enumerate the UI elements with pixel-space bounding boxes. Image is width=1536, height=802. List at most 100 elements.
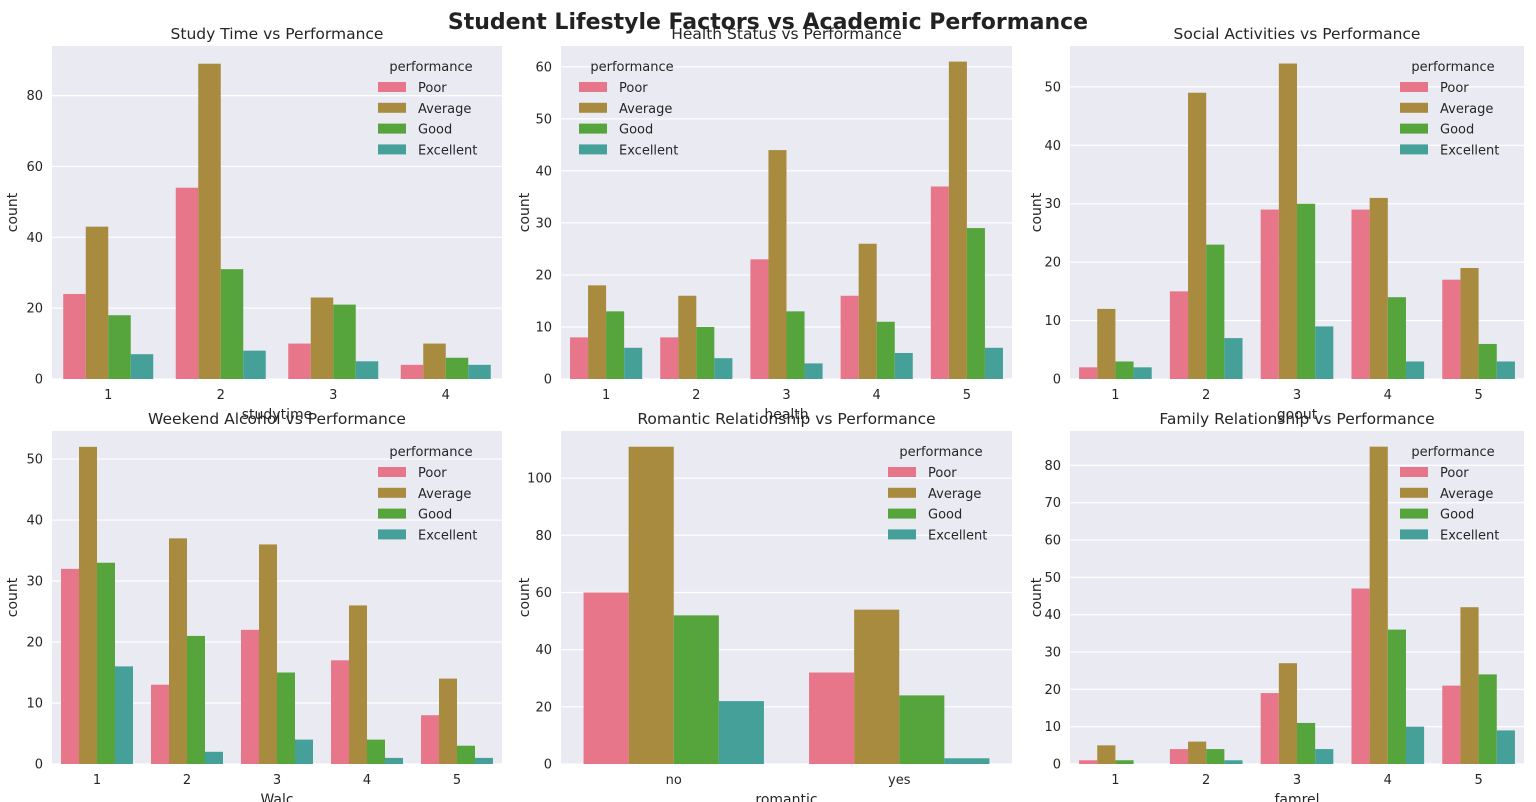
bar-poor-1 xyxy=(570,337,589,379)
legend-swatch-good xyxy=(579,123,607,134)
legend-swatch-excellent xyxy=(378,144,406,155)
bar-good-4 xyxy=(445,357,469,379)
chart-weekend-alcohol: 0 10 20 30 40 50 1 2 3 4 5 Walc count Weekend Alcohol… xyxy=(5,410,502,802)
bar-good-2 xyxy=(187,635,205,764)
bar-excellent-5 xyxy=(475,757,493,764)
y-tick-label: 20 xyxy=(535,268,552,283)
bar-poor-5 xyxy=(1442,685,1461,764)
y-tick-label: 0 xyxy=(1053,758,1061,773)
legend: performance Poor Average Good Excellent xyxy=(579,60,678,158)
bar-excellent-3 xyxy=(295,739,313,764)
x-tick-label: 1 xyxy=(1111,773,1119,788)
legend-swatch-poor xyxy=(888,467,916,477)
bar-poor-3 xyxy=(241,629,259,764)
x-tick-label: 1 xyxy=(104,388,112,403)
bar-average-1 xyxy=(85,226,109,379)
bar-excellent-2 xyxy=(243,350,266,379)
bar-average-3 xyxy=(768,150,787,379)
x-tick-label: 4 xyxy=(363,773,371,788)
y-tick-label: 80 xyxy=(26,89,43,104)
legend-swatch-excellent xyxy=(1400,529,1428,540)
bar-excellent-3 xyxy=(1315,326,1334,379)
bar-good-no xyxy=(673,615,719,764)
bar-average-4 xyxy=(858,243,877,379)
x-axis-label: goout xyxy=(1277,407,1318,423)
y-tick-label: 0 xyxy=(544,373,552,388)
bar-average-2 xyxy=(1188,741,1207,764)
legend-entry-poor: Poor xyxy=(418,81,447,96)
bar-average-2 xyxy=(678,295,697,379)
bar-excellent-4 xyxy=(385,757,403,764)
x-tick-label: 2 xyxy=(1202,388,1210,403)
legend-swatch-good xyxy=(1400,508,1428,519)
chart-romantic-relationship: 0 20 40 60 80 100 no yes romantic count Romantic R… xyxy=(517,410,1012,802)
bar-excellent-5 xyxy=(984,347,1003,379)
bar-poor-4 xyxy=(1351,588,1370,764)
legend-entry-average: Average xyxy=(418,487,471,502)
legend-swatch-poor xyxy=(378,467,406,477)
legend-entry-poor: Poor xyxy=(619,81,648,96)
bar-average-5 xyxy=(1460,607,1479,764)
bar-good-1 xyxy=(606,311,625,379)
bar-poor-3 xyxy=(750,259,769,379)
legend-entry-poor: Poor xyxy=(1440,81,1469,96)
y-tick-label: 40 xyxy=(26,231,43,246)
legend-title: performance xyxy=(590,60,673,75)
y-tick-label: 30 xyxy=(535,216,552,231)
bar-poor-2 xyxy=(1169,291,1189,379)
legend: performance Poor Average Good Excellent xyxy=(378,60,477,158)
bar-average-4 xyxy=(1369,446,1388,764)
bar-excellent-3 xyxy=(1315,749,1334,764)
legend-swatch-average xyxy=(378,102,406,113)
bar-excellent-yes xyxy=(944,758,990,764)
x-tick-label: 2 xyxy=(692,388,700,403)
y-tick-label: 80 xyxy=(535,529,552,544)
bar-average-yes xyxy=(854,609,900,764)
x-tick-label: 4 xyxy=(1384,773,1392,788)
bar-excellent-2 xyxy=(714,358,733,379)
chart-health-status: 0 10 20 30 40 50 60 1 2 3 4 5 health count Health Stat… xyxy=(517,25,1012,423)
legend-entry-average: Average xyxy=(1440,102,1493,117)
panel-title: Study Time vs Performance xyxy=(171,25,384,43)
bar-average-1 xyxy=(588,285,607,379)
bar-average-2 xyxy=(1188,92,1207,379)
y-tick-label: 10 xyxy=(26,697,43,712)
bar-poor-5 xyxy=(930,186,949,379)
bar-average-4 xyxy=(1369,197,1388,379)
y-tick-label: 100 xyxy=(527,472,552,487)
bar-good-1 xyxy=(97,562,115,764)
figure-title: Student Lifestyle Factors vs Academic Pe… xyxy=(447,10,1089,35)
x-tick-label: 4 xyxy=(1384,388,1392,403)
bar-excellent-4 xyxy=(468,364,491,379)
bar-poor-1 xyxy=(63,293,86,379)
legend-title: performance xyxy=(389,60,472,75)
bar-excellent-3 xyxy=(355,361,379,379)
bar-excellent-1 xyxy=(624,347,643,379)
legend-title: performance xyxy=(1411,445,1494,460)
y-tick-label: 0 xyxy=(1053,373,1061,388)
legend-entry-average: Average xyxy=(928,487,981,502)
bar-average-4 xyxy=(423,343,446,379)
y-tick-label: 0 xyxy=(544,758,552,773)
x-tick-label: 1 xyxy=(93,773,101,788)
chart-study-time: 0 20 40 60 80 1 2 3 4 studytime count Study Time vs… xyxy=(5,25,502,423)
bar-average-3 xyxy=(1278,663,1297,764)
x-axis-label: studytime xyxy=(242,407,312,423)
bar-average-4 xyxy=(349,605,367,764)
legend-swatch-excellent xyxy=(1400,144,1428,155)
legend-entry-poor: Poor xyxy=(418,466,447,481)
bar-excellent-1 xyxy=(130,354,154,379)
bar-poor-no xyxy=(583,592,629,764)
bar-poor-3 xyxy=(1260,209,1279,379)
x-tick-label: 5 xyxy=(963,388,971,403)
bar-good-3 xyxy=(277,672,295,764)
legend-entry-poor: Poor xyxy=(928,466,957,481)
legend-entry-good: Good xyxy=(418,123,452,138)
x-axis-label: romantic xyxy=(755,792,817,802)
x-tick-label: 4 xyxy=(442,388,450,403)
y-axis-label: count xyxy=(517,577,533,617)
legend-swatch-poor xyxy=(1400,467,1428,477)
bar-good-4 xyxy=(876,321,895,379)
x-axis-label: Walc xyxy=(260,792,293,802)
legend-swatch-poor xyxy=(1400,82,1428,92)
